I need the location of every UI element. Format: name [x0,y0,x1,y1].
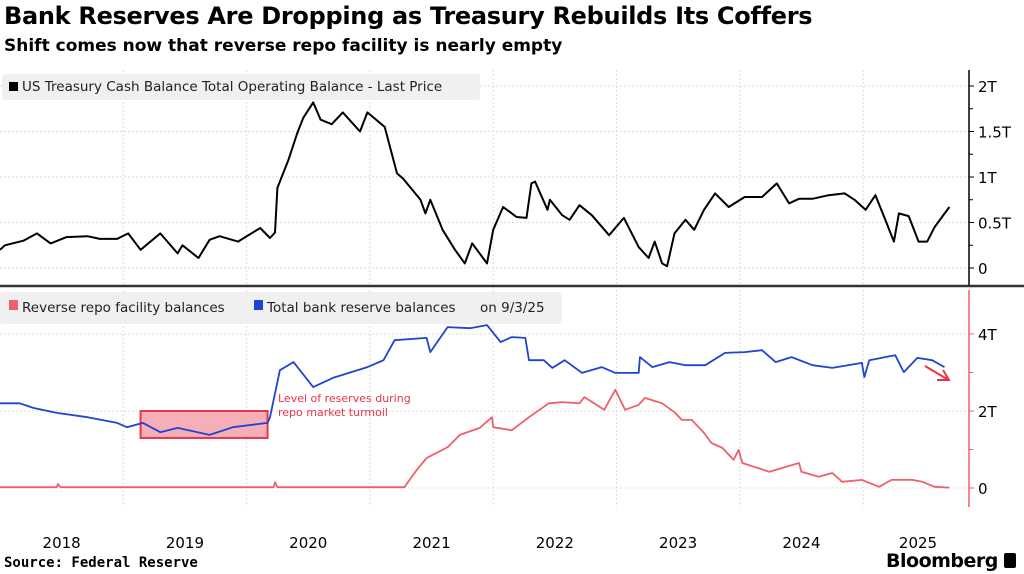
legend-suffix-date: on 9/3/25 [480,300,545,316]
chart-subtitle: Shift comes now that reverse repo facili… [4,36,563,56]
top-legend-box [2,74,480,100]
arrow-down-icon [924,365,951,381]
x-tick-label: 2021 [412,534,450,552]
annotation-text-line2: repo market turmoil [278,406,388,419]
legend-label-reserves: Total bank reserve balances [266,300,456,316]
y-tick-label: 1T [978,169,998,187]
legend-swatch-reserves [254,300,263,310]
series-line-reverse-repo [0,388,950,489]
y-tick-label: 0.5T [978,215,1012,233]
y-tick-label: 0 [978,260,988,278]
x-tick-label: 2018 [43,534,81,552]
x-tick-label: 2024 [782,534,820,552]
legend-swatch-tga [9,82,18,91]
x-tick-label: 2019 [166,534,204,552]
legend-label-tga: US Treasury Cash Balance Total Operating… [22,79,442,95]
y-tick-label: 0 [978,480,988,498]
annotation-box [139,410,269,439]
annotation-text-line1: Level of reserves during [278,392,411,405]
y-tick-label: 4T [978,326,998,344]
bloomberg-logo: Bloomberg [886,550,1016,572]
x-tick-label: 2020 [289,534,327,552]
series-line-tga [0,101,951,268]
bottom-legend-box [0,292,562,324]
legend-swatch-rrp [9,300,18,310]
x-tick-label: 2022 [536,534,574,552]
source-note: Source: Federal Reserve [4,555,198,571]
y-tick-label: 2T [978,78,998,96]
series-line-bank-reserves [0,324,945,436]
y-tick-label: 2T [978,403,998,421]
legend-label-rrp: Reverse repo facility balances [22,300,225,316]
chart-title: Bank Reserves Are Dropping as Treasury R… [4,2,813,30]
x-tick-label: 2025 [899,534,937,552]
y-tick-label: 1.5T [978,124,1012,142]
bloomberg-terminal-icon [1004,553,1016,568]
brand-text: Bloomberg [886,550,998,572]
x-tick-label: 2023 [659,534,697,552]
